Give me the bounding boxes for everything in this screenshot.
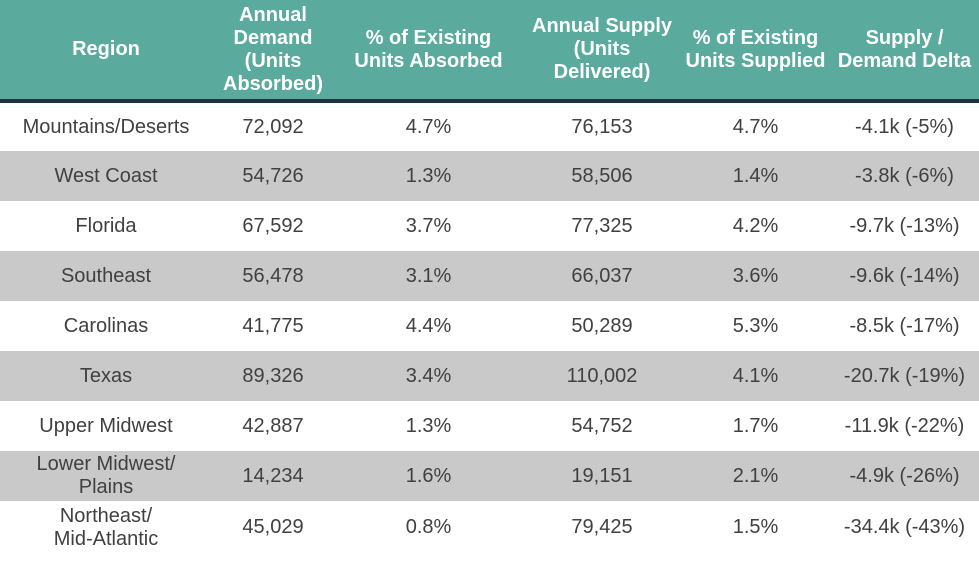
cell-pct-supplied: 1.4% <box>732 164 779 187</box>
cell-delta: -4.1k (-5%) <box>855 115 954 138</box>
cell-annual-supply: 50,289 <box>571 314 633 337</box>
cell-region: Carolinas <box>63 314 149 337</box>
cell-delta: -8.5k (-17%) <box>849 314 960 337</box>
cell-pct-absorbed: 3.4% <box>405 364 452 387</box>
cell-pct-supplied: 3.6% <box>732 264 779 287</box>
cell-pct-supplied: 1.5% <box>732 516 779 538</box>
cell-delta: -4.9k (-26%) <box>849 464 960 487</box>
header-pct-supplied: % of Existing Units Supplied <box>681 0 830 103</box>
cell-annual-demand: 54,726 <box>242 164 304 187</box>
cell-annual-supply: 54,752 <box>571 414 633 437</box>
cell-annual-supply: 79,425 <box>571 516 633 538</box>
cell-annual-demand: 45,029 <box>242 516 304 538</box>
table-row: Carolinas 41,775 4.4% 50,289 5.3% -8.5k (-17%… <box>0 301 979 351</box>
cell-annual-demand: 67,592 <box>242 214 304 237</box>
cell-region: Lower Midwest/ Plains <box>36 453 176 498</box>
cell-pct-supplied: 4.2% <box>732 214 779 237</box>
cell-pct-absorbed: 3.7% <box>405 214 452 237</box>
table-body: Mountains/Deserts 72,092 4.7% 76,153 4.7% -4.… <box>0 101 979 554</box>
cell-pct-supplied: 5.3% <box>732 314 779 337</box>
table-row: Mountains/Deserts 72,092 4.7% 76,153 4.7% -4.… <box>0 101 979 151</box>
cell-pct-supplied: 2.1% <box>732 464 779 487</box>
header-annual-supply: Annual Supply (Units Delivered) <box>523 0 681 103</box>
cell-annual-supply: 19,151 <box>571 464 633 487</box>
header-region: Region <box>0 0 212 103</box>
header-pct-absorbed: % of Existing Units Absorbed <box>334 0 523 103</box>
cell-annual-supply: 77,325 <box>571 214 633 237</box>
header-delta: Supply / Demand Delta <box>830 0 979 103</box>
table-row: Upper Midwest 42,887 1.3% 54,752 1.7% -11.9k … <box>0 401 979 451</box>
table-row: Florida 67,592 3.7% 77,325 4.2% -9.7k (-13%) <box>0 201 979 251</box>
cell-delta: -34.4k (-43%) <box>843 516 966 538</box>
cell-pct-supplied: 4.1% <box>732 364 779 387</box>
cell-delta: -11.9k (-22%) <box>844 414 965 437</box>
cell-annual-demand: 56,478 <box>242 264 304 287</box>
cell-region: Upper Midwest <box>39 414 173 437</box>
table-row: Northeast/ Mid-Atlantic 45,029 0.8% 79,425 1… <box>0 501 979 554</box>
cell-annual-demand: 41,775 <box>242 314 304 337</box>
cell-annual-demand: 72,092 <box>242 115 304 138</box>
cell-pct-absorbed: 4.7% <box>405 115 452 138</box>
cell-annual-supply: 76,153 <box>571 115 633 138</box>
cell-region: Florida <box>75 214 137 237</box>
cell-annual-supply: 110,002 <box>566 364 638 387</box>
cell-pct-absorbed: 1.3% <box>405 164 452 187</box>
table-row: Texas 89,326 3.4% 110,002 4.1% -20.7k (-19%) <box>0 351 979 401</box>
cell-delta: -9.7k (-13%) <box>849 214 960 237</box>
cell-region: Texas <box>79 364 133 387</box>
cell-region: Northeast/ Mid-Atlantic <box>53 504 159 550</box>
table-header-row: Region Annual Demand (Units Absorbed) % … <box>0 0 979 103</box>
cell-pct-absorbed: 1.3% <box>405 414 452 437</box>
cell-annual-demand: 89,326 <box>242 364 304 387</box>
table-row: West Coast 54,726 1.3% 58,506 1.4% -3.8k (-6%… <box>0 151 979 201</box>
cell-annual-supply: 58,506 <box>571 164 633 187</box>
cell-pct-supplied: 4.7% <box>732 115 779 138</box>
cell-pct-supplied: 1.7% <box>732 414 779 437</box>
cell-region: Mountains/Deserts <box>22 115 190 138</box>
cell-annual-demand: 14,234 <box>242 464 304 487</box>
header-annual-demand: Annual Demand (Units Absorbed) <box>212 0 334 103</box>
cell-region: West Coast <box>54 164 158 187</box>
cell-annual-demand: 42,887 <box>242 414 304 437</box>
table-row: Lower Midwest/ Plains 14,234 1.6% 19,151 2.1… <box>0 451 979 501</box>
cell-region: Southeast <box>60 264 152 287</box>
cell-delta: -20.7k (-19%) <box>843 364 966 387</box>
cell-pct-absorbed: 0.8% <box>405 516 452 538</box>
cell-pct-absorbed: 3.1% <box>405 264 452 287</box>
cell-pct-absorbed: 1.6% <box>405 464 452 487</box>
table-row: Southeast 56,478 3.1% 66,037 3.6% -9.6k (-14%… <box>0 251 979 301</box>
cell-delta: -9.6k (-14%) <box>849 264 960 287</box>
cell-delta: -3.8k (-6%) <box>855 164 954 187</box>
cell-pct-absorbed: 4.4% <box>405 314 452 337</box>
cell-annual-supply: 66,037 <box>571 264 633 287</box>
